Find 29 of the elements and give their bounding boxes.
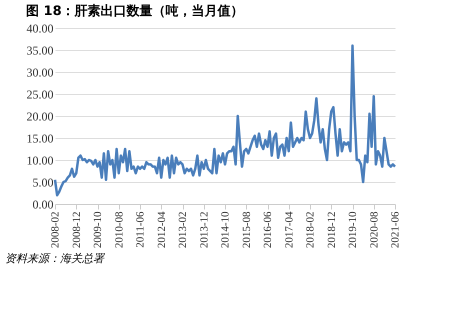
x-tick-label: 2018-12 <box>326 212 338 248</box>
x-tick-label: 2008-12 <box>70 212 83 248</box>
x-tick-label: 2020-08 <box>368 211 380 248</box>
x-tick-label: 2012-04 <box>156 211 168 248</box>
y-tick-label: 40.00 <box>26 22 54 36</box>
x-tick-label: 2010-08 <box>113 211 126 248</box>
y-tick-label: 30.00 <box>26 66 54 80</box>
y-tick-label: 10.00 <box>26 154 54 168</box>
x-tick-label: 2009-10 <box>92 211 104 248</box>
y-tick-label: 35.00 <box>26 44 54 58</box>
line-series <box>54 44 396 196</box>
x-tick-label: 2018-02 <box>304 212 316 248</box>
x-tick-label: 2011-06 <box>134 211 146 248</box>
y-tick-label: 20.00 <box>26 110 54 124</box>
x-tick-label: 2013-12 <box>198 212 210 248</box>
x-tick-label: 2015-08 <box>240 211 253 248</box>
y-tick-label: 15.00 <box>26 132 54 146</box>
x-tick-label: 2013-02 <box>177 212 189 248</box>
x-tick-label: 2019-10 <box>347 211 359 248</box>
text: 资料来源：海关总署 <box>5 252 105 265</box>
x-tick-label: 2016-06 <box>262 211 274 248</box>
x-tick-label: 2008-02 <box>50 212 62 248</box>
x-tick-label: 2014-10 <box>220 211 232 248</box>
chart-title: 图 18：肝素出口数量（吨，当月值） <box>26 3 244 19</box>
y-tick-label: 5.00 <box>32 176 54 190</box>
y-tick-label: 25.00 <box>26 88 54 102</box>
y-tick-label: 0.00 <box>32 198 54 212</box>
x-tick-label: 2021-06 <box>390 211 402 248</box>
x-tick-label: 2017-04 <box>283 211 296 248</box>
